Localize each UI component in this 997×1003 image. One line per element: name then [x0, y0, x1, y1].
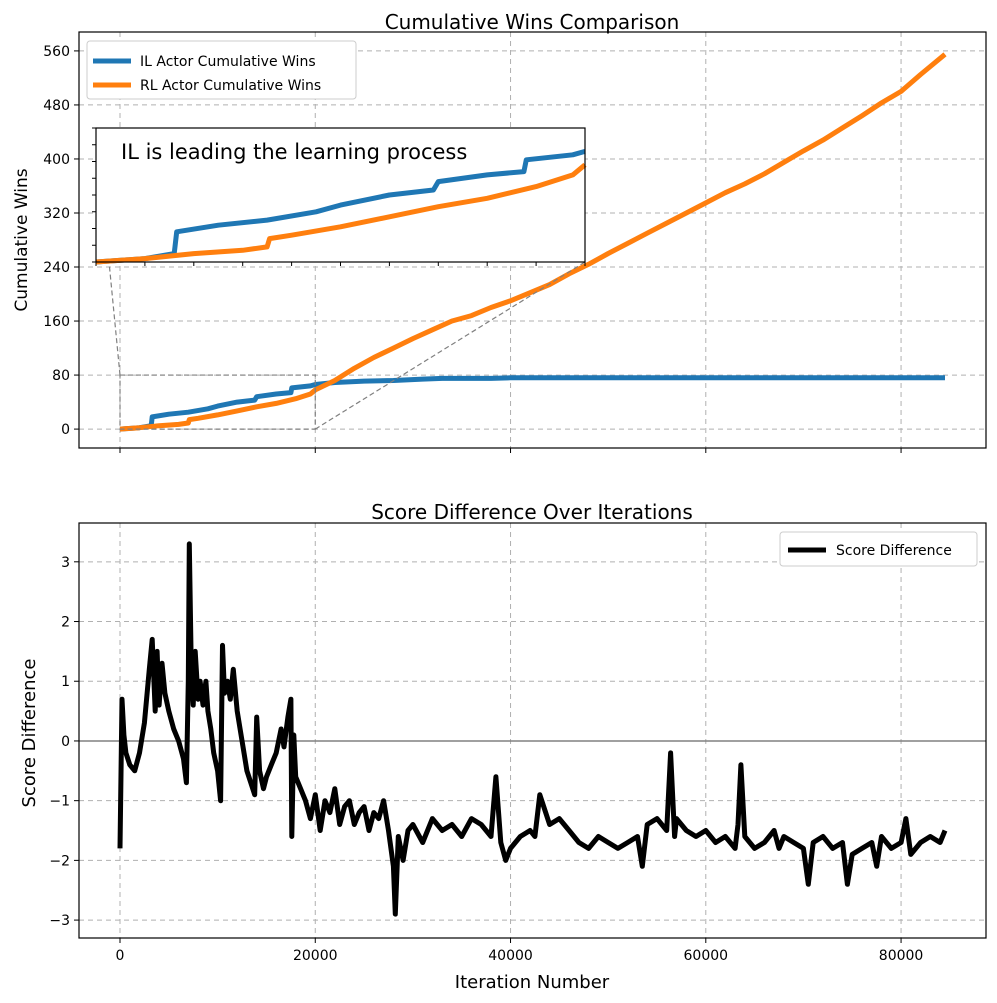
zoom-indicator-box [119, 374, 316, 430]
score-difference-chart: Score Difference Over Iterations 0 20000 4… [19, 500, 987, 993]
legend-label-rl: RL Actor Cumulative Wins [140, 78, 321, 94]
series-line-diff [117, 541, 948, 917]
plot-frame [78, 522, 987, 939]
y-tick-label: 3 [61, 555, 70, 571]
series-line-rl [119, 52, 947, 432]
y-ticks: 0 80 160 240 320 400 480 560 [43, 44, 79, 438]
legend: IL Actor Cumulative Wins RL Actor Cumula… [86, 40, 357, 100]
inset-lines [95, 148, 587, 265]
y-tick-label: 0 [61, 422, 70, 438]
y-tick-label: 480 [43, 98, 70, 114]
x-tick-label: 40000 [488, 948, 533, 964]
inset-series-line-rl [95, 162, 587, 265]
y-tick-label: −3 [49, 913, 70, 929]
x-tick-label: 0 [116, 948, 125, 964]
x-tick-label: 60000 [684, 948, 729, 964]
legend-label-diff: Score Difference [836, 543, 952, 559]
series-line-il [119, 375, 945, 432]
x-ticks: 0 20000 40000 60000 80000 [116, 938, 924, 964]
cumulative-wins-chart: Cumulative Wins Comparison 0 80 160 240 320 4… [12, 10, 987, 453]
y-tick-label: 320 [43, 206, 70, 222]
y-axis-label: Cumulative Wins [12, 168, 32, 311]
inset-ticks [92, 127, 586, 266]
zoom-connector-line [314, 261, 586, 430]
y-tick-label: 560 [43, 44, 70, 60]
y-tick-label: 160 [43, 314, 70, 330]
y-tick-label: 0 [61, 734, 70, 750]
y-tick-label: −1 [49, 794, 70, 810]
plot-frame [78, 31, 987, 449]
y-tick-label: 80 [52, 368, 70, 384]
y-tick-label: 400 [43, 152, 70, 168]
inset-series-line-il [95, 148, 586, 265]
y-axis-label: Score Difference [19, 659, 40, 808]
legend-box [779, 531, 978, 567]
legend: Score Difference [779, 531, 978, 567]
y-tick-label: 2 [61, 615, 70, 631]
inset-annotation: IL is leading the learning process [121, 140, 467, 164]
legend-box [86, 40, 357, 100]
y-tick-label: −2 [49, 853, 70, 869]
y-tick-label: 1 [61, 674, 70, 690]
chart-title: Score Difference Over Iterations [371, 500, 693, 524]
x-axis-label: Iteration Number [455, 972, 610, 993]
x-tick-label: 20000 [293, 948, 338, 964]
y-ticks: −3 −2 −1 0 1 2 3 [49, 555, 79, 929]
plot-lines [119, 52, 947, 432]
legend-label-il: IL Actor Cumulative Wins [140, 54, 316, 70]
chart-title: Cumulative Wins Comparison [385, 10, 680, 34]
x-tick-label: 80000 [879, 948, 924, 964]
y-tick-label: 240 [43, 260, 70, 276]
inset: IL is leading the learning process [92, 127, 587, 266]
plot-lines [79, 541, 986, 917]
x-ticks [119, 448, 902, 453]
